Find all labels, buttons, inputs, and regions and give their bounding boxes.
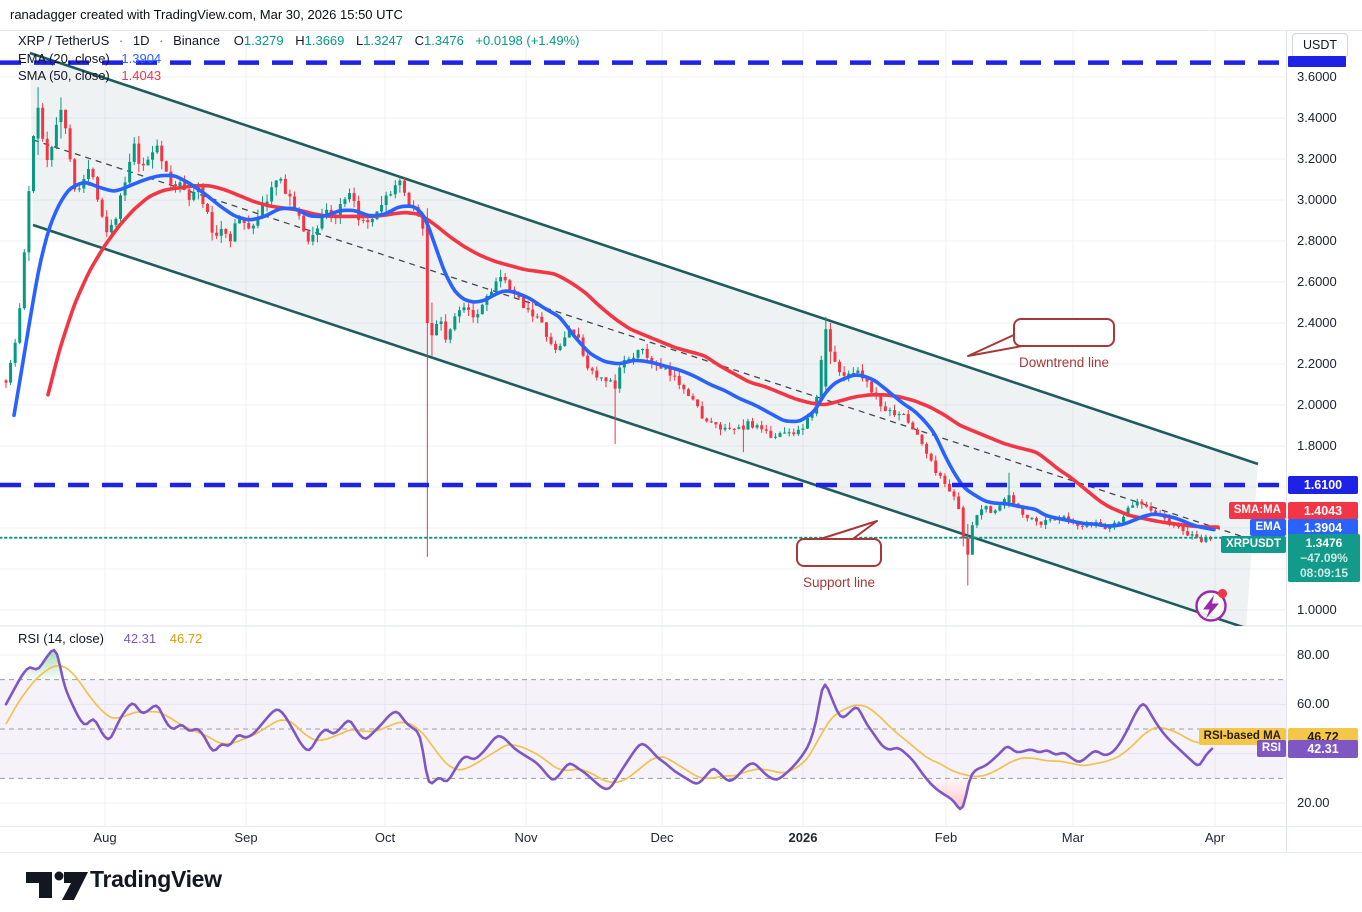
moving-averages (12, 173, 1220, 532)
axis-tick: 2.6000 (1297, 274, 1337, 289)
horizontal-line-drawings[interactable] (0, 60, 1286, 539)
tradingview-logo-icon[interactable] (26, 864, 90, 904)
time-axis-month-label: Oct (374, 830, 396, 845)
axis-tick: 2.2000 (1297, 356, 1337, 371)
upper-resistance-axis-marker[interactable] (1288, 56, 1346, 67)
price-axis-border (1286, 30, 1287, 852)
sma-legend-value: 1.4043 (121, 68, 162, 83)
ohlc-low: L1.3247 (356, 33, 404, 48)
time-axis-month-label: 2026 (788, 830, 818, 845)
time-axis-bottom-border (0, 852, 1362, 853)
sma-legend-label: SMA (50, close) (18, 68, 110, 83)
sma-legend[interactable]: SMA (50, close) 1.4043 (18, 68, 161, 83)
rsi-tag-label: RSI (1256, 740, 1286, 757)
support-callout[interactable]: Support line (802, 575, 876, 590)
rsi-legend[interactable]: RSI (14, close) 42.31 46.72 (18, 631, 202, 646)
symbol-name: XRP / TetherUS (18, 33, 110, 48)
flash-ideas-icon[interactable] (1195, 588, 1228, 622)
ohlc-close: C1.3476 (414, 33, 464, 48)
axis-tick: 20.00 (1297, 795, 1330, 810)
axis-tick: 3.2000 (1297, 151, 1337, 166)
chart-canvas[interactable] (0, 30, 1362, 826)
sma-price-label: 1.4043 (1288, 502, 1358, 520)
rsi-legend-value: 42.31 (123, 631, 157, 646)
currency-toggle-button[interactable]: USDT (1292, 33, 1348, 58)
rsi-legend-label: RSI (14, close) (18, 631, 104, 646)
axis-tick: 2.0000 (1297, 397, 1337, 412)
ema-legend-value: 1.3904 (121, 51, 162, 66)
symbol-tag-label: XRPUSDT (1221, 536, 1286, 553)
change-percent-value: −47.09% (1300, 551, 1348, 565)
last-price-label: 1.3476 −47.09% 08:09:15 (1288, 534, 1360, 582)
sma-tag-label: SMA:MA (1228, 502, 1286, 519)
parallel-channel-drawing[interactable] (29, 51, 1259, 628)
legend-separator: · (118, 33, 124, 48)
legend-separator: · (159, 33, 164, 48)
axis-tick: 2.8000 (1297, 233, 1337, 248)
axis-tick: 3.6000 (1297, 69, 1337, 84)
caption-divider (0, 30, 1362, 31)
candles (4, 87, 1213, 586)
time-axis-month-label: Apr (1204, 830, 1226, 845)
exchange-label: Binance (173, 33, 221, 48)
time-axis-month-label: Feb (934, 830, 958, 845)
axis-tick: 3.4000 (1297, 110, 1337, 125)
axis-tick: 60.00 (1297, 696, 1330, 712)
axis-tick: 2.4000 (1297, 315, 1337, 330)
time-axis-month-label: Dec (650, 830, 674, 845)
time-axis-month-label: Mar (1061, 830, 1085, 845)
axis-tick: 1.0000 (1297, 602, 1337, 617)
symbol-legend[interactable]: XRP / TetherUS · 1D · Binance O1.3279 H1… (18, 33, 580, 48)
ema-price-label: 1.3904 (1288, 519, 1358, 537)
rsi-pane (0, 648, 1286, 811)
ema-legend-label: EMA (20, close) (18, 51, 110, 66)
ohlc-open: O1.3279 (233, 33, 284, 48)
downtrend-callout[interactable]: Downtrend line (1018, 355, 1110, 370)
rsi-ma-legend-value: 46.72 (169, 631, 203, 646)
rsi-value-label: 42.31 (1288, 740, 1358, 758)
axis-tick: 3.0000 (1297, 192, 1337, 207)
time-axis-month-label: Sep (234, 830, 258, 845)
time-axis-month-label: Nov (514, 830, 538, 845)
caption-text: ranadagger created with TradingView.com,… (10, 7, 403, 22)
ema-legend[interactable]: EMA (20, close) 1.3904 (18, 51, 161, 66)
tradingview-brand-text[interactable]: TradingView (90, 866, 222, 892)
axis-tick: 1.8000 (1297, 438, 1337, 453)
time-axis[interactable] (0, 826, 1362, 852)
grid-lines (0, 31, 1362, 826)
ema-tag-label: EMA (1250, 519, 1286, 536)
change-value: +0.0198 (+1.49%) (475, 33, 580, 48)
axis-tick: 80.00 (1297, 647, 1330, 662)
bar-countdown: 08:09:15 (1299, 566, 1349, 580)
interval-label[interactable]: 1D (132, 33, 150, 48)
last-price-value: 1.3476 (1305, 536, 1343, 550)
resistance-price-label[interactable]: 1.6100 (1288, 476, 1358, 494)
time-axis-top-border (0, 826, 1362, 827)
time-axis-month-label: Aug (93, 830, 117, 845)
ohlc-high: H1.3669 (295, 33, 345, 48)
